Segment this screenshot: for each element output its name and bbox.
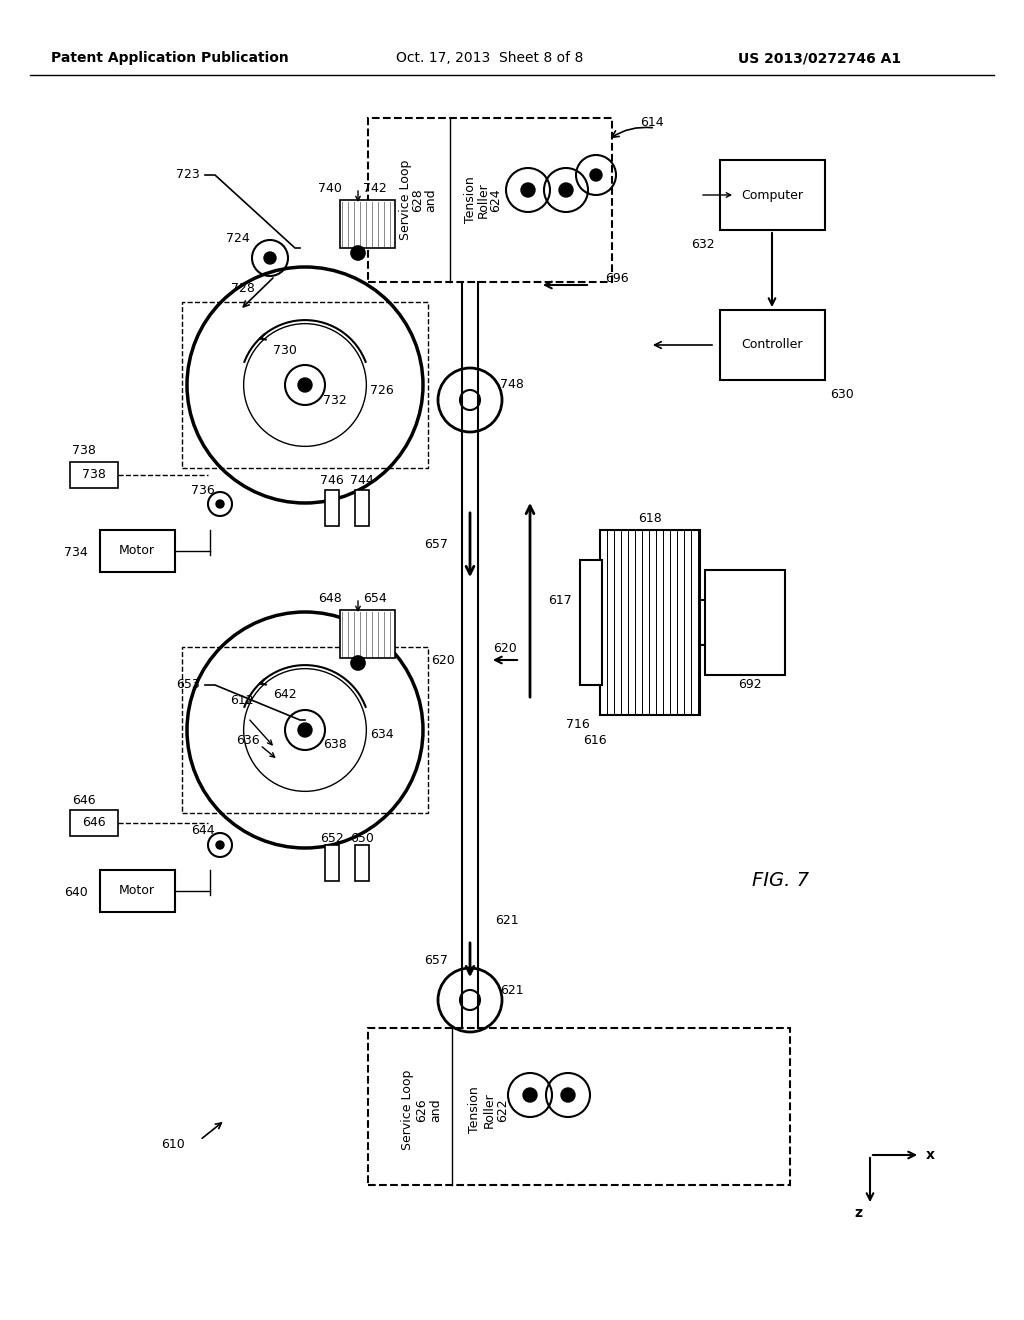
Text: Tension: Tension [469,1086,481,1134]
Text: 646: 646 [72,793,95,807]
Circle shape [521,183,535,197]
Bar [368,117,612,282]
Text: and: and [429,1098,442,1122]
Circle shape [561,1088,575,1102]
Text: 622: 622 [497,1098,510,1122]
Text: Oct. 17, 2013  Sheet 8 of 8: Oct. 17, 2013 Sheet 8 of 8 [396,51,584,65]
Text: Patent Application Publication: Patent Application Publication [51,51,289,65]
Bar [325,845,339,880]
Text: 657: 657 [424,953,449,966]
Text: Computer: Computer [741,189,803,202]
Circle shape [351,656,365,671]
Text: 723: 723 [176,169,200,181]
Circle shape [216,500,224,508]
Text: 621: 621 [500,983,523,997]
Bar [182,647,428,813]
Text: 628: 628 [412,189,425,213]
Text: Roller: Roller [482,1092,496,1127]
Bar [720,310,825,380]
Text: 634: 634 [370,729,393,742]
Circle shape [264,252,276,264]
Text: 732: 732 [324,393,347,407]
Bar [70,462,118,488]
Text: Service Loop: Service Loop [401,1069,415,1150]
Text: 650: 650 [350,832,374,845]
Text: 620: 620 [431,653,455,667]
Text: FIG. 7: FIG. 7 [752,870,809,890]
Text: 746: 746 [321,474,344,487]
Text: 636: 636 [237,734,260,747]
Circle shape [523,1088,537,1102]
Text: 640: 640 [65,887,88,899]
Text: Motor: Motor [119,884,155,898]
Text: 653: 653 [176,678,200,692]
Text: Roller: Roller [476,182,489,218]
Text: 616: 616 [584,734,607,747]
Text: Controller: Controller [741,338,803,351]
Bar [100,531,175,572]
Text: 610: 610 [161,1138,185,1151]
Bar [580,560,602,685]
Text: 617: 617 [548,594,571,606]
Text: z: z [854,1206,862,1220]
Text: 657: 657 [424,539,449,552]
Text: 614: 614 [640,116,664,128]
Bar [325,490,339,525]
Text: 738: 738 [82,469,105,482]
Bar [340,201,395,248]
Circle shape [559,183,573,197]
Bar [355,490,369,525]
Bar [720,160,825,230]
Text: 652: 652 [321,832,344,845]
Bar [368,1028,790,1185]
Bar [600,531,700,715]
Circle shape [590,169,602,181]
Text: and: and [425,189,437,211]
Bar [100,870,175,912]
Text: 630: 630 [830,388,854,401]
Text: 624: 624 [489,189,503,211]
Text: 740: 740 [318,181,342,194]
Text: 612: 612 [230,693,254,706]
Text: Motor: Motor [119,544,155,557]
Text: 626: 626 [416,1098,428,1122]
Text: 638: 638 [324,738,347,751]
Bar [182,302,428,467]
Bar [70,810,118,836]
Text: 738: 738 [72,444,96,457]
Circle shape [216,841,224,849]
Circle shape [351,246,365,260]
Text: x: x [926,1148,935,1162]
Bar [340,610,395,657]
Text: 728: 728 [231,281,255,294]
Text: 724: 724 [226,231,250,244]
Text: 696: 696 [605,272,629,285]
Text: 716: 716 [566,718,590,731]
Text: 736: 736 [191,483,215,496]
Text: Service Loop: Service Loop [398,160,412,240]
Text: 644: 644 [191,824,215,837]
Text: 618: 618 [638,511,662,524]
Text: 748: 748 [500,379,524,392]
Text: 621: 621 [495,913,518,927]
Text: 734: 734 [65,546,88,560]
Text: 692: 692 [738,678,762,692]
Text: 646: 646 [82,817,105,829]
Text: 620: 620 [494,642,517,655]
Text: 648: 648 [318,591,342,605]
Bar [355,845,369,880]
Text: 730: 730 [273,343,297,356]
Text: Tension: Tension [464,177,476,223]
Text: 742: 742 [364,181,387,194]
Circle shape [298,723,312,737]
Text: 642: 642 [273,689,297,701]
Text: 726: 726 [370,384,394,396]
Text: 632: 632 [691,239,715,252]
Text: US 2013/0272746 A1: US 2013/0272746 A1 [738,51,901,65]
Text: 744: 744 [350,474,374,487]
Circle shape [298,378,312,392]
Text: 654: 654 [364,591,387,605]
Bar [705,570,785,675]
